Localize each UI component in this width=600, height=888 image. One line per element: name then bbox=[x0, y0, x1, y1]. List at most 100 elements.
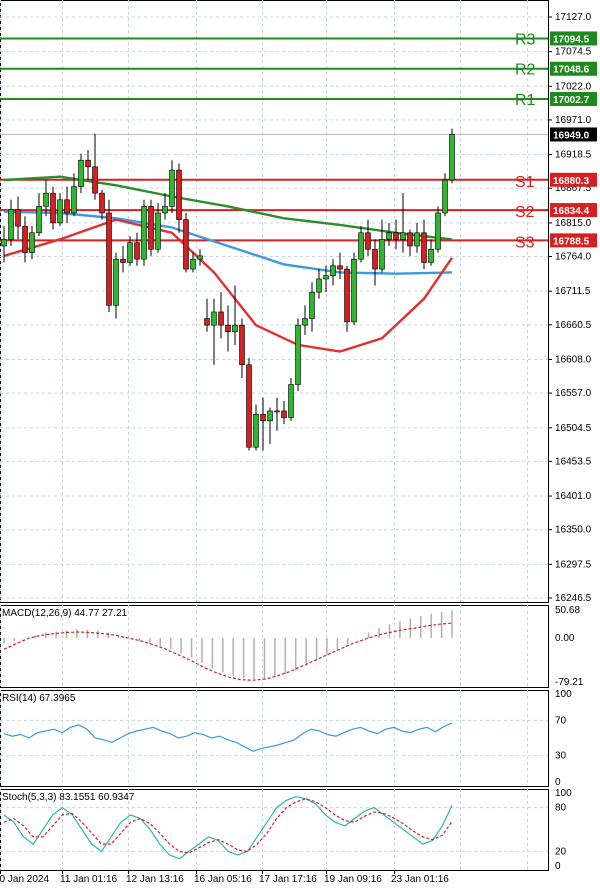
level-price-tag-text: 16788.5 bbox=[553, 236, 590, 247]
chart-grid bbox=[0, 0, 549, 871]
stoch-k-line bbox=[3, 795, 453, 860]
candle-down bbox=[393, 232, 399, 240]
candle bbox=[379, 219, 385, 273]
candle bbox=[246, 358, 252, 451]
stoch-tick-label: 100 bbox=[555, 788, 572, 799]
stoch-tick-label: 80 bbox=[555, 803, 567, 814]
level-price-tag-bg bbox=[550, 61, 597, 76]
rsi-tick-label: 70 bbox=[555, 715, 567, 726]
candle bbox=[8, 199, 14, 246]
price-tick-label: 16401.0 bbox=[555, 491, 592, 502]
candle-down bbox=[106, 212, 112, 306]
candle bbox=[442, 173, 448, 217]
candle bbox=[295, 318, 301, 392]
time-tick-label: 23 Jan 01:16 bbox=[391, 874, 449, 885]
moving-average-3 bbox=[3, 218, 453, 353]
level-name-r3: R3 bbox=[515, 31, 536, 48]
candle-down bbox=[148, 206, 154, 250]
candle-down bbox=[260, 413, 266, 422]
price-tick-label: 16971.0 bbox=[555, 115, 592, 126]
price-tick-label: 16453.5 bbox=[555, 456, 592, 467]
candle bbox=[29, 226, 35, 260]
price-tick-label: 16608.0 bbox=[555, 354, 592, 365]
macd-tick-label: 0.00 bbox=[555, 633, 575, 644]
candle-down bbox=[22, 225, 28, 253]
candle bbox=[92, 133, 98, 200]
candle-up bbox=[442, 179, 448, 214]
candle bbox=[71, 173, 77, 217]
candle-up bbox=[435, 212, 441, 250]
rsi-tick-label: 0 bbox=[555, 777, 561, 788]
level-name-r1: R1 bbox=[515, 92, 536, 109]
candlestick-series bbox=[1, 128, 455, 451]
candle-up bbox=[1, 239, 7, 247]
candle-up bbox=[127, 242, 133, 263]
macd-tick-label: 50.68 bbox=[555, 605, 580, 616]
candle-up bbox=[253, 413, 259, 448]
candle-down bbox=[92, 166, 98, 194]
candle-up bbox=[141, 206, 147, 260]
level-price-tag-bg bbox=[550, 203, 597, 218]
candle bbox=[274, 397, 280, 431]
candle-up bbox=[36, 206, 42, 234]
candle-up bbox=[274, 410, 280, 413]
candle-up bbox=[323, 275, 329, 280]
candle bbox=[43, 179, 49, 217]
candle-up bbox=[267, 410, 273, 422]
candle-up bbox=[43, 192, 49, 207]
candle bbox=[260, 397, 266, 451]
time-tick-label: 17 Jan 17:16 bbox=[259, 874, 317, 885]
price-tick-label: 16867.5 bbox=[555, 183, 592, 194]
rsi-line bbox=[3, 722, 453, 752]
candle bbox=[211, 298, 217, 365]
level-name-r2: R2 bbox=[515, 62, 536, 79]
candle bbox=[99, 189, 105, 220]
candle bbox=[218, 292, 224, 339]
candle-up bbox=[351, 258, 357, 323]
panel-border bbox=[0, 690, 549, 787]
candle bbox=[309, 282, 315, 332]
candle-up bbox=[29, 232, 35, 253]
candle-down bbox=[99, 192, 105, 214]
candle bbox=[204, 298, 210, 332]
price-tick-label: 16350.0 bbox=[555, 525, 592, 536]
candle bbox=[64, 186, 70, 223]
candle bbox=[253, 404, 259, 451]
price-tick-label: 16504.5 bbox=[555, 423, 592, 434]
price-tick-label: 16660.5 bbox=[555, 320, 592, 331]
candle bbox=[15, 196, 21, 240]
level-labels: 17094.5 R3 17048.6 R2 17002.7 R1 16880.3 S1 1683… bbox=[515, 31, 597, 251]
candle-up bbox=[309, 291, 315, 319]
candle bbox=[267, 407, 273, 444]
time-tick-label: 16 Jan 05:16 bbox=[194, 874, 252, 885]
level-price-tag-text: 16834.4 bbox=[553, 206, 590, 217]
level-price-tag-r2: 17048.6 bbox=[550, 61, 597, 76]
candle bbox=[302, 305, 308, 336]
price-axis: 17127.0 17074.5 17022.0 16971.0 16918.5 16867… bbox=[548, 12, 592, 604]
level-price-tag-text: 17048.6 bbox=[553, 65, 590, 76]
candle-down bbox=[64, 199, 70, 214]
candle-down bbox=[246, 364, 252, 448]
candle-up bbox=[8, 209, 14, 240]
price-tick-label: 16297.5 bbox=[555, 559, 592, 570]
candle-up bbox=[386, 232, 392, 240]
level-price-tag-s3: 16788.5 bbox=[550, 233, 597, 248]
candle-down bbox=[225, 324, 231, 333]
current-price-tag-bg bbox=[550, 127, 597, 142]
candle bbox=[57, 193, 63, 227]
candle-up bbox=[358, 232, 364, 260]
level-price-tag-text: 16880.3 bbox=[553, 176, 590, 187]
moving-average-2 bbox=[3, 210, 453, 275]
price-tick-label: 16557.0 bbox=[555, 388, 592, 399]
level-price-tag-text: 17002.7 bbox=[553, 95, 590, 106]
candle-up bbox=[400, 232, 406, 240]
candle bbox=[22, 216, 28, 263]
price-tick-label: 17127.0 bbox=[555, 12, 592, 23]
level-name-s1: S1 bbox=[515, 174, 535, 191]
stoch-tick-label: 20 bbox=[555, 846, 567, 857]
price-tick-label: 17022.0 bbox=[555, 81, 592, 92]
candle bbox=[421, 219, 427, 270]
candle-up bbox=[232, 324, 238, 333]
panel-border bbox=[0, 0, 549, 603]
